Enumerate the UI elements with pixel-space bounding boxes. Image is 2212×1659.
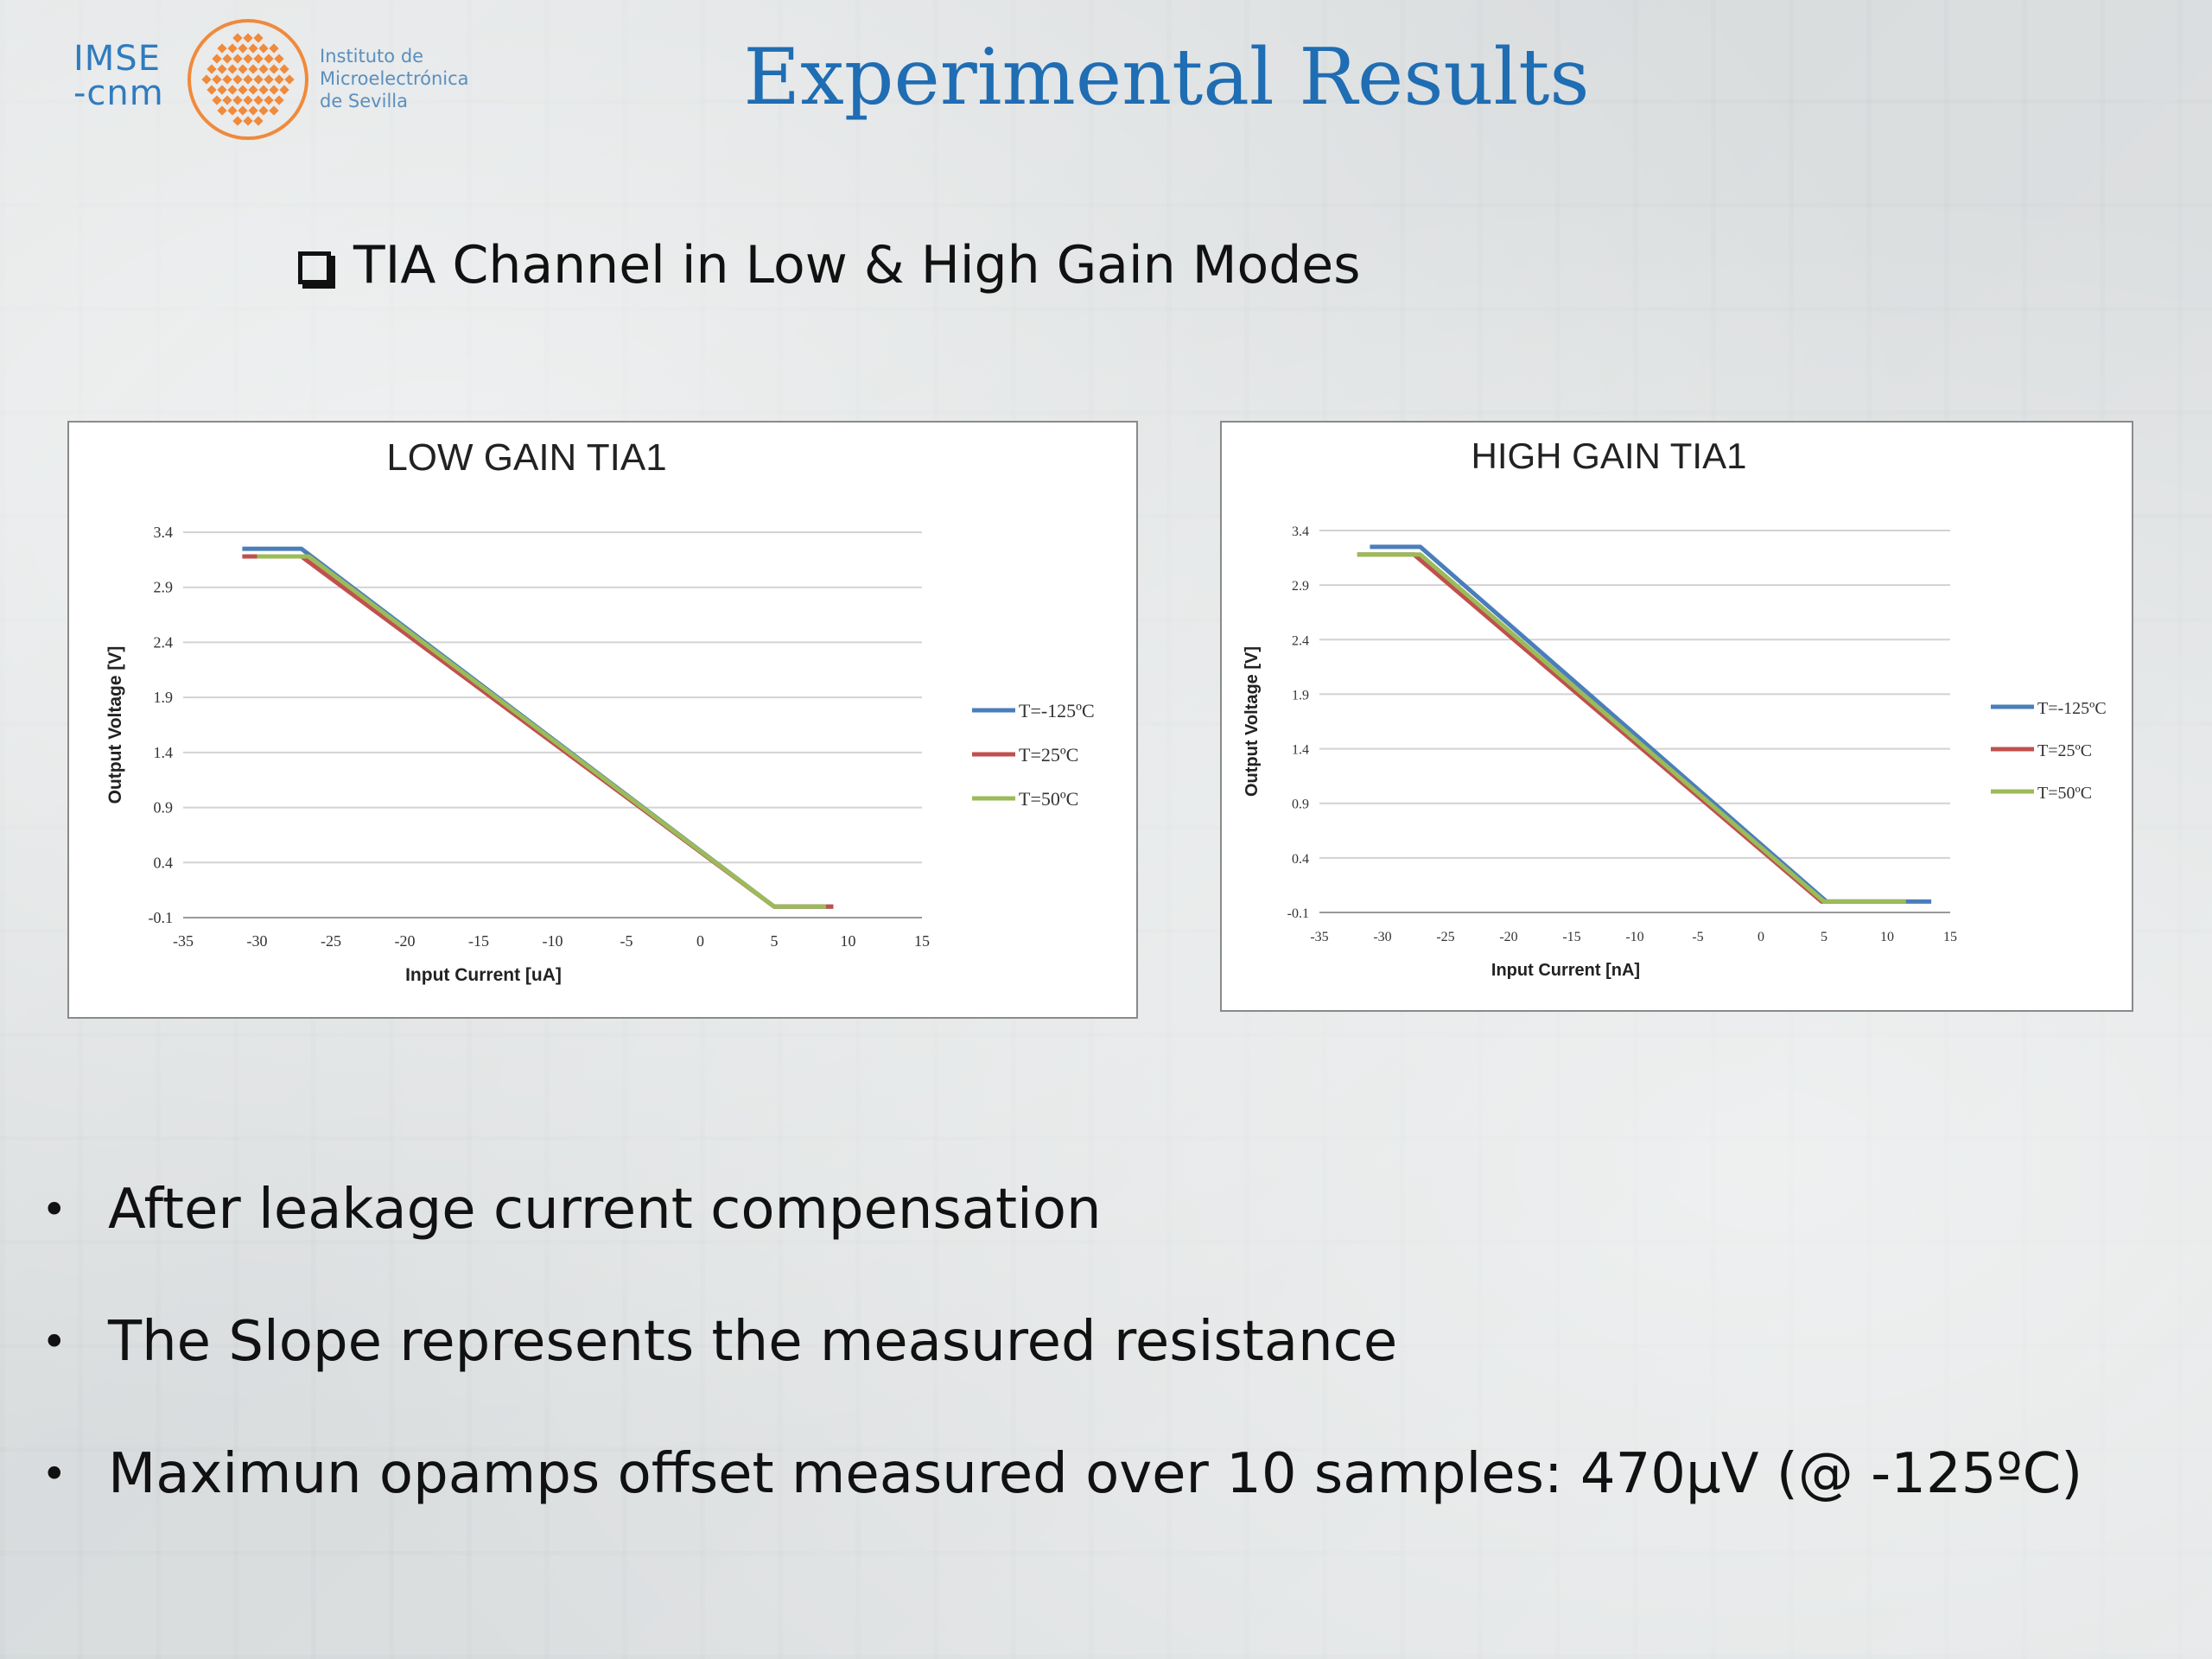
x-tick-label: -15 <box>1562 930 1580 944</box>
legend-label: T=-125ºC <box>2037 699 2107 718</box>
series-line <box>257 554 826 909</box>
logo-abbr-line-2: -cnm <box>73 73 164 113</box>
bullet-item: • After leakage current compensation <box>35 1171 2177 1303</box>
x-tick-label: 10 <box>841 932 856 950</box>
x-tick-label: -15 <box>468 932 489 950</box>
series-line <box>1357 552 1906 904</box>
x-tick-label: -25 <box>321 932 341 950</box>
bullet-symbol: • <box>41 1317 67 1367</box>
legend-label: T=50ºC <box>1019 788 1078 810</box>
x-tick-label: -30 <box>247 932 268 950</box>
x-tick-label: -35 <box>1310 930 1328 944</box>
y-tick-label: 0.4 <box>1292 852 1309 867</box>
bullet-item: • The Slope represents the measured resi… <box>35 1303 2177 1435</box>
x-axis-label: Input Current [nA] <box>1491 961 1640 980</box>
y-tick-label: 2.9 <box>1292 579 1309 594</box>
bullet-text: The Slope represents the measured resist… <box>108 1310 1398 1374</box>
imse-cnm-logo: IMSE -cnm Instituto de Microelectrónica … <box>73 17 488 143</box>
checkbox-bullet-icon <box>298 251 331 284</box>
legend-label: T=-125ºC <box>1019 700 1095 721</box>
y-tick-label: 1.4 <box>154 744 174 761</box>
bullet-item: • Maximun opamps offset measured over 10… <box>35 1435 2177 1567</box>
high-gain-chart: HIGH GAIN TIA1 -0.1 0.4 0.9 1.4 1.9 2.4 2.9 3.4 -… <box>1243 435 2107 980</box>
x-tick-label: 5 <box>1821 930 1827 944</box>
y-tick-label: 0.9 <box>1292 798 1309 812</box>
low-gain-chart-panel: LOW GAIN TIA1 -0.1 0.4 0.9 1.4 1.9 2.4 2.9 3.4 -3… <box>67 421 1138 1019</box>
logo-abbr-line-1: IMSE <box>73 39 161 79</box>
x-tick-label: -10 <box>543 932 563 950</box>
y-tick-label: 3.4 <box>154 524 174 541</box>
section-heading: TIA Channel in Low & High Gain Modes <box>298 235 1853 296</box>
x-tick-label: -20 <box>395 932 416 950</box>
logo-name-line-1: Instituto de <box>320 46 424 67</box>
y-tick-label: 1.9 <box>154 689 174 706</box>
y-tick-label: 1.9 <box>1292 688 1309 702</box>
bullet-list: • After leakage current compensation • T… <box>35 1171 2177 1567</box>
legend-label: T=25ºC <box>1019 744 1078 766</box>
x-tick-label: 15 <box>1943 930 1957 944</box>
x-tick-label: -10 <box>1625 930 1643 944</box>
y-tick-label: -0.1 <box>1287 906 1309 921</box>
section-heading-text: TIA Channel in Low & High Gain Modes <box>353 235 1361 296</box>
x-tick-label: -5 <box>620 932 633 950</box>
series-line <box>242 554 834 909</box>
chart-title: HIGH GAIN TIA1 <box>1471 435 1747 476</box>
y-axis-label: Output Voltage [V] <box>1243 646 1262 797</box>
legend-label: T=50ºC <box>2037 784 2092 803</box>
bullet-symbol: • <box>41 1185 67 1235</box>
x-tick-label: 0 <box>696 932 704 950</box>
y-axis-label: Output Voltage [V] <box>105 646 125 804</box>
y-tick-label: 2.4 <box>154 633 174 651</box>
legend-label: T=25ºC <box>2037 741 2092 760</box>
x-tick-label: -30 <box>1373 930 1391 944</box>
logo-mark-icon <box>188 19 308 140</box>
slide-title: Experimental Results <box>743 32 1590 123</box>
x-tick-label: -5 <box>1692 930 1703 944</box>
logo-institute-name: Instituto de Microelectrónica de Sevilla <box>320 45 493 112</box>
x-tick-label: -25 <box>1436 930 1454 944</box>
bullet-symbol: • <box>41 1449 67 1499</box>
logo-name-line-3: de Sevilla <box>320 91 408 111</box>
chart-title: LOW GAIN TIA1 <box>386 436 666 479</box>
y-tick-label: 1.4 <box>1292 743 1309 758</box>
bullet-text: Maximun opamps offset measured over 10 s… <box>108 1442 2083 1506</box>
x-tick-label: -20 <box>1499 930 1517 944</box>
bullet-text: After leakage current compensation <box>108 1178 1102 1242</box>
x-tick-label: -35 <box>173 932 194 950</box>
series-line <box>1357 552 1906 904</box>
y-tick-label: 0.9 <box>154 799 174 817</box>
logo-abbreviation: IMSE -cnm <box>73 41 177 111</box>
x-tick-label: 5 <box>771 932 779 950</box>
series-line <box>1370 544 1932 904</box>
y-tick-label: 0.4 <box>154 854 174 871</box>
y-tick-label: 2.9 <box>154 579 174 596</box>
x-axis-label: Input Current [uA] <box>405 965 562 985</box>
y-tick-label: 2.4 <box>1292 633 1309 648</box>
logo-name-line-2: Microelectrónica <box>320 68 469 89</box>
x-tick-label: 0 <box>1758 930 1764 944</box>
x-tick-label: 10 <box>1880 930 1894 944</box>
y-tick-label: 3.4 <box>1292 524 1309 539</box>
high-gain-chart-panel: HIGH GAIN TIA1 -0.1 0.4 0.9 1.4 1.9 2.4 2.9 3.4 -… <box>1220 421 2133 1012</box>
low-gain-chart: LOW GAIN TIA1 -0.1 0.4 0.9 1.4 1.9 2.4 2.9 3.4 -3… <box>105 436 1095 985</box>
x-tick-label: 15 <box>914 932 930 950</box>
y-tick-label: -0.1 <box>149 909 174 926</box>
